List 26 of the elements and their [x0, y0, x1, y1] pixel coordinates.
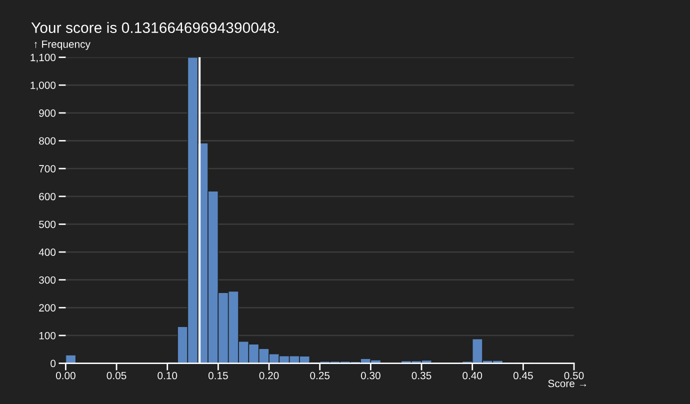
y-tick-label: 1,000 [30, 82, 56, 90]
x-tick-label: 0.15 [208, 372, 228, 380]
y-tick-label: 600 [39, 192, 56, 200]
y-tick-label: 400 [38, 248, 56, 256]
x-tick-label: 0.35 [412, 372, 432, 380]
x-tick-label: 0.45 [513, 372, 533, 380]
chart-title: Your score is 0.13166469694390048. [31, 22, 278, 34]
y-tick-label: 300 [38, 276, 56, 284]
x-tick-label: 0.05 [106, 372, 126, 380]
x-axis-title: Score → [548, 380, 586, 388]
x-tick-label: 0.20 [259, 372, 279, 380]
x-tick-label: 0.50 [564, 372, 584, 380]
y-tick-label: 500 [39, 220, 56, 228]
y-tick-label: 1,100 [30, 54, 56, 62]
y-tick-label: 0 [50, 360, 56, 368]
x-tick-label: 0.30 [360, 372, 380, 380]
y-axis-title: ↑ Frequency [34, 40, 90, 50]
y-tick-label: 100 [39, 332, 56, 340]
x-tick-label: 0.00 [56, 372, 76, 380]
x-tick-label: 0.10 [158, 372, 178, 380]
y-tick-label: 200 [39, 304, 56, 312]
x-tick-label: 0.40 [462, 372, 482, 380]
x-tick-label: 0.25 [310, 372, 330, 380]
y-tick-label: 800 [39, 137, 56, 145]
y-tick-label: 900 [39, 109, 56, 117]
y-tick-label: 700 [39, 165, 56, 172]
